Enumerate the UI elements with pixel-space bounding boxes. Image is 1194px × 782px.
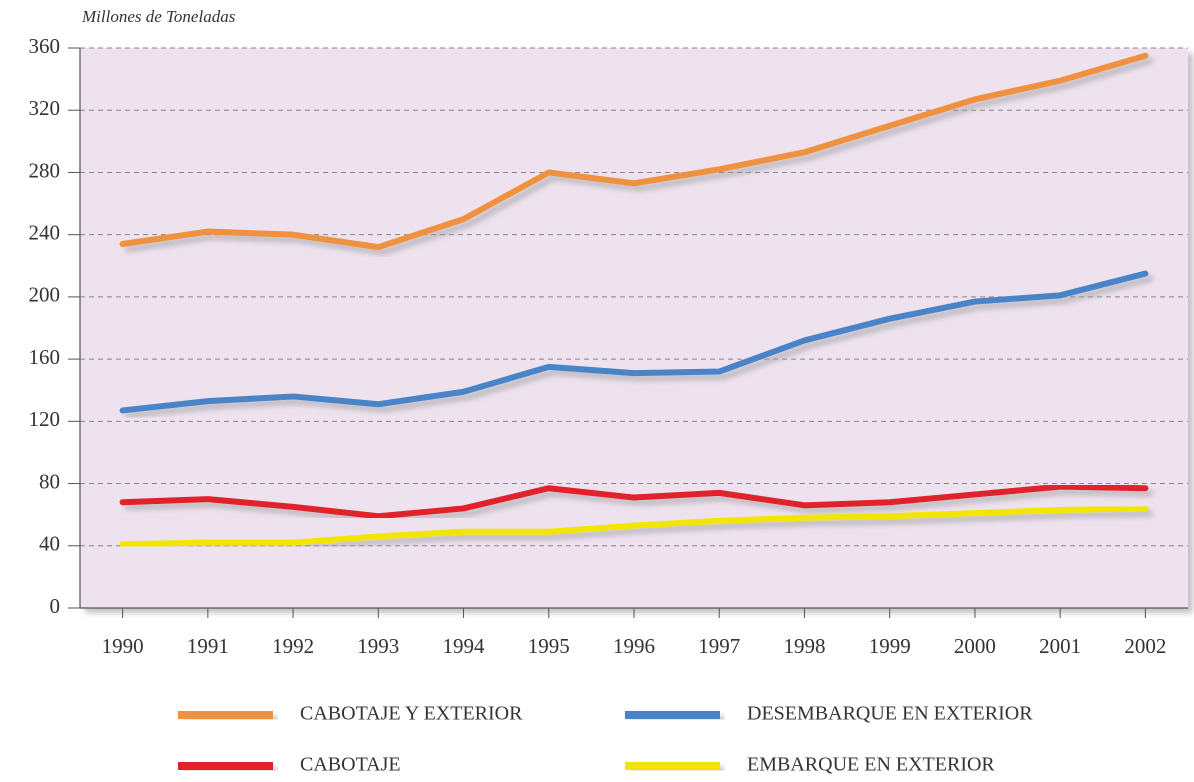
legend-swatch [178,711,273,719]
x-tick-label: 1996 [613,634,655,658]
x-tick-label: 1990 [102,634,144,658]
series-line [119,270,1149,414]
y-tick-label: 360 [29,34,61,58]
y-tick-label: 320 [29,96,61,120]
x-tick-label: 1993 [357,634,399,658]
x-tick-label: 1997 [698,634,740,658]
series-line [119,483,1149,520]
series-line [119,52,1149,251]
y-tick-label: 280 [29,158,61,182]
x-tick-label: 1995 [528,634,570,658]
x-tick-label: 2001 [1039,634,1081,658]
y-axis-label: Millones de Toneladas [81,7,236,26]
y-tick-label: 240 [29,220,61,244]
x-tick-label: 2000 [954,634,996,658]
x-tick-label: 2002 [1124,634,1166,658]
legend-swatch [178,762,273,770]
x-tick-label: 1992 [272,634,314,658]
legend-label: CABOTAJE [300,754,401,776]
y-tick-label: 0 [50,594,61,618]
series-line [119,505,1149,548]
legend-label: CABOTAJE Y EXTERIOR [300,703,523,725]
x-tick-label: 1991 [187,634,229,658]
legend-swatch [625,762,720,770]
y-tick-label: 40 [39,532,60,556]
legend-swatch [625,711,720,719]
x-tick-label: 1999 [869,634,911,658]
x-tick-label: 1994 [443,634,486,658]
y-tick-label: 160 [29,345,61,369]
legend-label: DESEMBARQUE EN EXTERIOR [747,703,1033,725]
y-tick-label: 200 [29,283,61,307]
y-tick-label: 120 [29,407,61,431]
y-tick-label: 80 [39,469,60,493]
legend-label: EMBARQUE EN EXTERIOR [747,754,995,776]
x-tick-label: 1998 [783,634,825,658]
